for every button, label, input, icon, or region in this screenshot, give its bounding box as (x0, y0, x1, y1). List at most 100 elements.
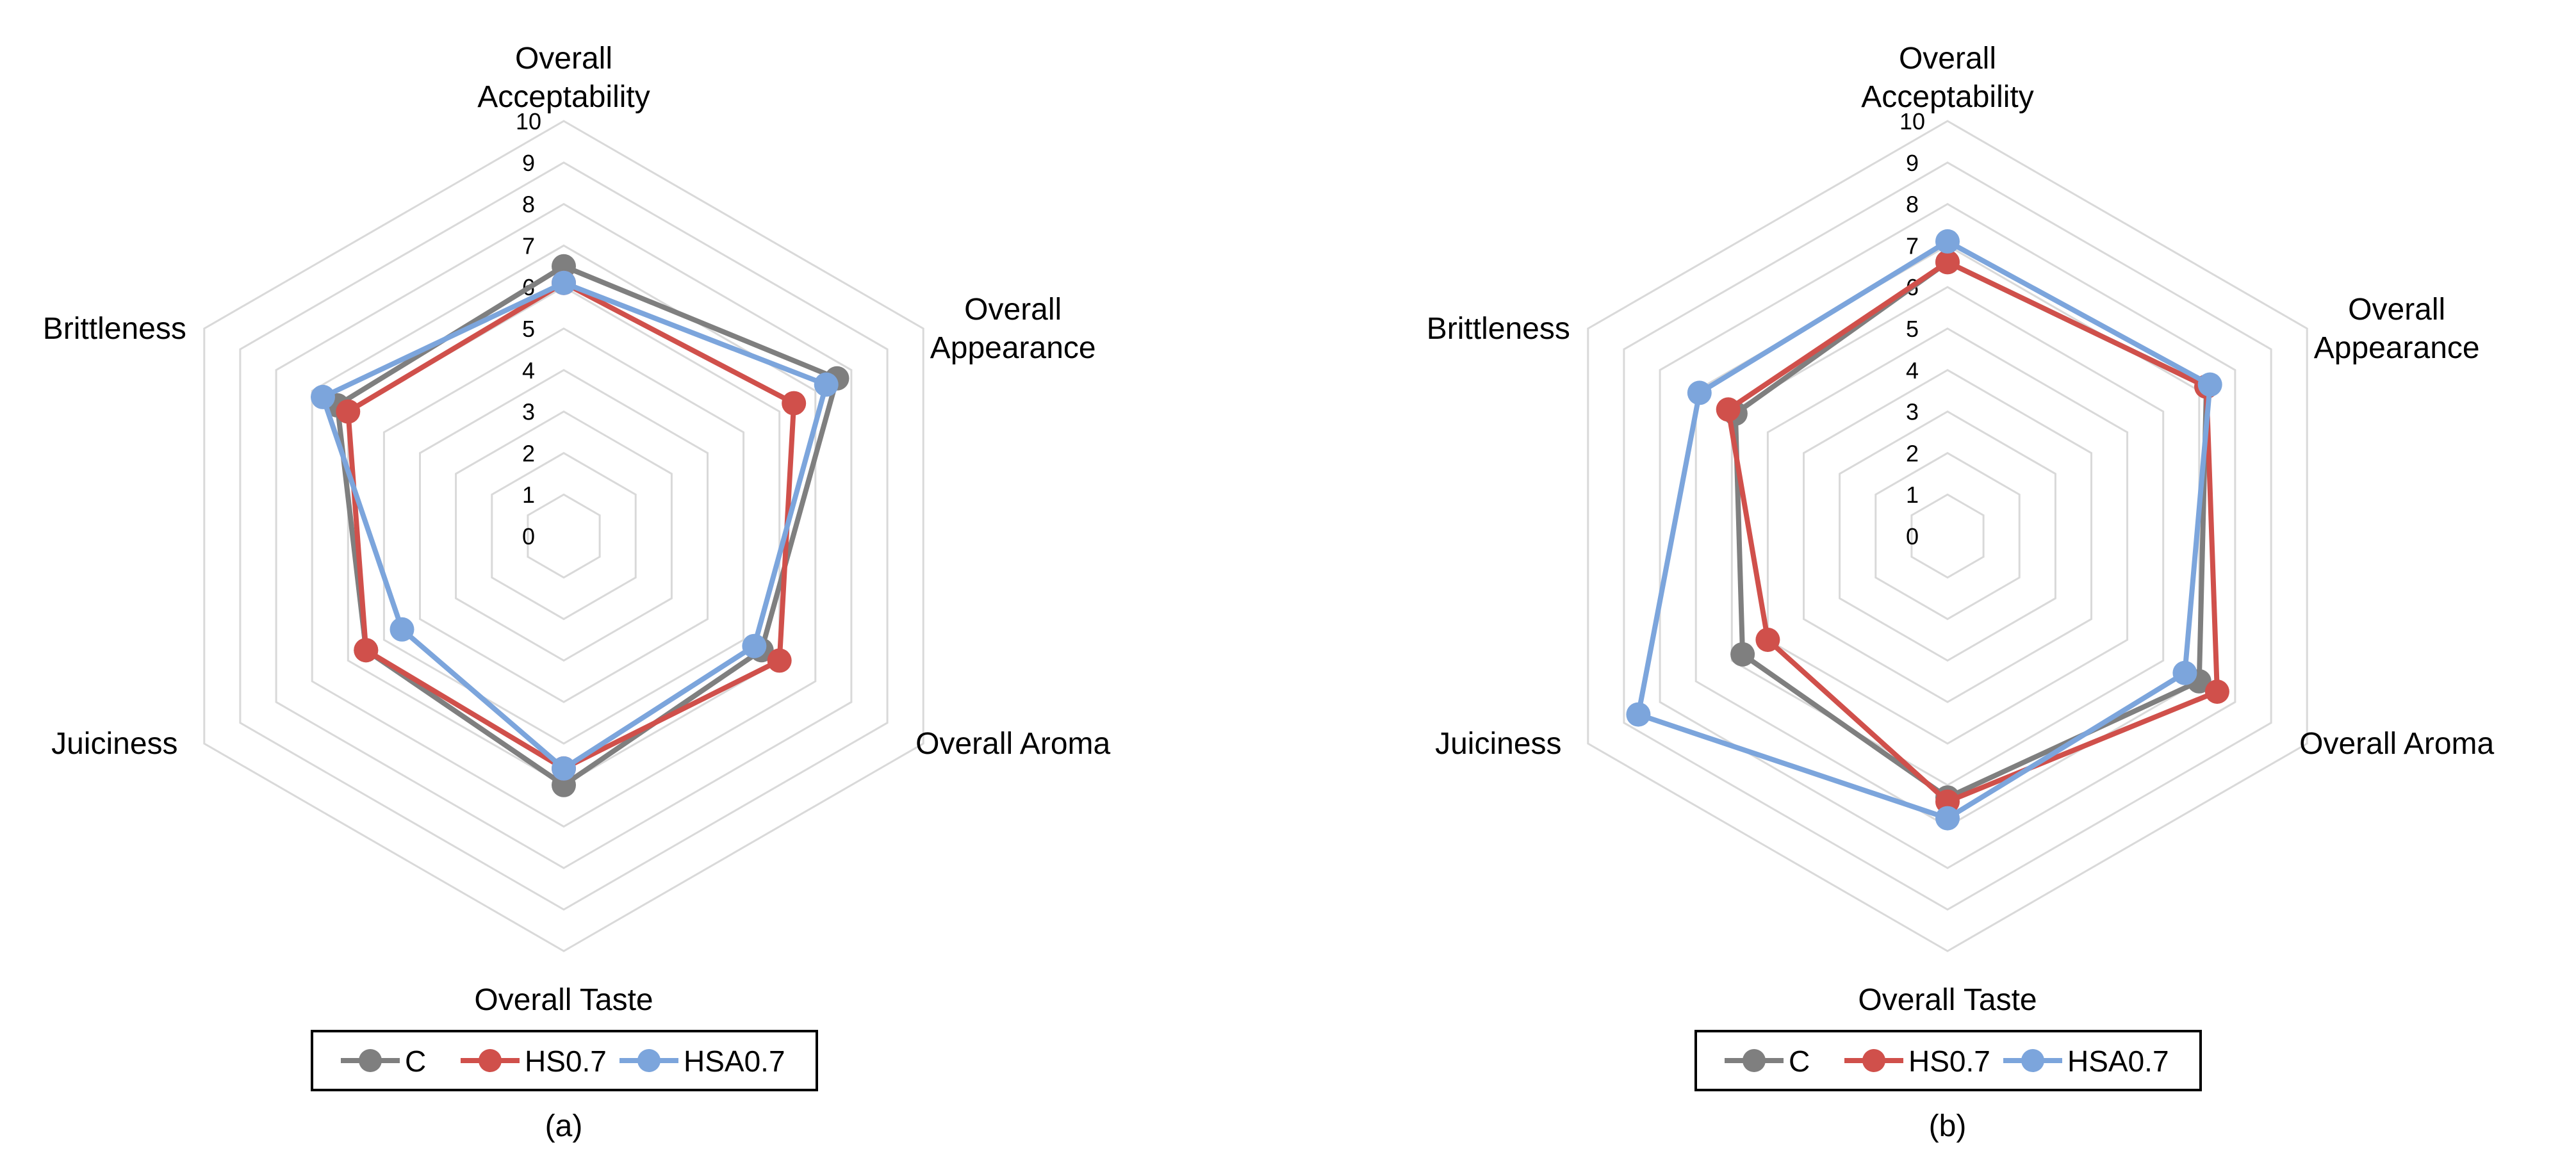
data-point (2172, 660, 2197, 685)
axis-label: Juiciness (51, 727, 177, 761)
gridline-2 (1875, 452, 2021, 621)
tick-label-7: 7 (1906, 232, 1919, 259)
legend: C HS0.7 HSA0.7 (311, 1030, 818, 1091)
gridline-10 (1587, 120, 2308, 952)
gridline-1 (1910, 493, 1985, 579)
legend-label: HSA0.7 (684, 1045, 785, 1078)
data-point (2204, 680, 2229, 704)
tick-label-9: 9 (1906, 150, 1919, 176)
data-point (2197, 372, 2222, 397)
axis-label: Acceptability (477, 80, 650, 114)
legend-item: C (1725, 1045, 1810, 1078)
tick-label-1: 1 (1906, 482, 1919, 508)
tick-label-3: 3 (522, 399, 535, 425)
gridline-2 (491, 452, 637, 621)
tick-label-9: 9 (522, 150, 535, 176)
panel-label: (a) (545, 1109, 583, 1143)
gridline-1 (527, 493, 601, 579)
radar-chart-a: 012345678910OverallAcceptabilityOverallA… (43, 42, 1111, 1143)
gridline-3 (455, 410, 673, 662)
legend-label: HS0.7 (525, 1045, 607, 1078)
tick-label-4: 4 (1906, 357, 1919, 384)
data-point (782, 391, 807, 416)
gridline-7 (311, 244, 817, 828)
data-point (552, 270, 576, 295)
tick-label-2: 2 (1906, 440, 1919, 466)
legend-marker (1743, 1049, 1766, 1072)
axis-label: Overall (2348, 293, 2445, 327)
axis-label: Appearance (930, 331, 1096, 365)
axis-labels: Overall Acceptability Overall Appearance Ove… (1427, 42, 2495, 1017)
axis-label: Overall Aroma (2299, 727, 2494, 761)
legend-marker (359, 1049, 382, 1072)
data-point (1730, 642, 1755, 667)
axis-label: Brittleness (43, 312, 186, 346)
data-point (1716, 397, 1741, 422)
gridline-9 (239, 161, 889, 911)
tick-label-3: 3 (1906, 399, 1919, 425)
axis-label: Overall (1899, 42, 1996, 76)
axis-label: Overall Aroma (915, 727, 1110, 761)
series-line (334, 263, 840, 788)
legend-marker (637, 1049, 660, 1072)
legend-marker (1862, 1049, 1885, 1072)
gridline-4 (419, 369, 709, 703)
axis-label: Acceptability (1861, 80, 2033, 114)
legend-label: C (1789, 1045, 1810, 1078)
axis-label: Appearance (2314, 331, 2480, 365)
tick-label-0: 0 (1906, 523, 1919, 550)
legend-item: HS0.7 (1844, 1045, 1990, 1078)
radar-grid (203, 120, 924, 952)
gridline-7 (1694, 244, 2201, 828)
tick-label-1: 1 (522, 482, 535, 508)
gridline-8 (1659, 202, 2236, 870)
tick-label-5: 5 (1906, 316, 1919, 342)
data-point (1755, 628, 1780, 652)
tick-label-7: 7 (522, 232, 535, 259)
legend-marker (479, 1049, 502, 1072)
data-point (767, 648, 792, 673)
legend-item: C (341, 1045, 426, 1078)
gridline-8 (275, 202, 853, 870)
tick-label-5: 5 (522, 316, 535, 342)
data-point (552, 756, 576, 781)
series-hsa0-7 (1626, 229, 2222, 831)
panel-label: (b) (1929, 1109, 1967, 1143)
data-point (814, 372, 839, 397)
axis-label: Overall (515, 42, 612, 76)
tick-label-8: 8 (1906, 191, 1919, 218)
axis-label: Overall Taste (1858, 983, 2037, 1017)
axis-label: Overall (964, 293, 1062, 327)
data-point (742, 633, 767, 658)
tick-label-8: 8 (522, 191, 535, 218)
legend: C HS0.7 HSA0.7 (1694, 1030, 2202, 1091)
legend-label: HSA0.7 (2067, 1045, 2169, 1078)
axis-label: Brittleness (1427, 312, 1570, 346)
legend-label: C (405, 1045, 426, 1078)
tick-label-2: 2 (522, 440, 535, 466)
series-hsa0-7 (311, 270, 839, 781)
axis-label: Overall Taste (474, 983, 653, 1017)
axis-labels: Overall Acceptability Overall Appearance Ove… (43, 42, 1111, 1017)
legend-item: HSA0.7 (619, 1045, 785, 1078)
gridline-5 (382, 327, 745, 745)
gridline-5 (1766, 327, 2129, 745)
axis-label: Juiciness (1435, 727, 1561, 761)
gridline-10 (203, 120, 924, 952)
tick-label-10: 10 (516, 108, 541, 134)
tick-label-10: 10 (1899, 108, 1925, 134)
gridline-9 (1623, 161, 2272, 911)
tick-label-0: 0 (522, 523, 535, 550)
data-point (354, 638, 379, 663)
legend-marker (2021, 1049, 2044, 1072)
tick-label-4: 4 (522, 357, 535, 384)
legend-label: HS0.7 (1908, 1045, 1990, 1078)
data-point (1935, 806, 1960, 831)
series-c (325, 254, 849, 797)
data-point (390, 617, 414, 642)
data-point (311, 384, 335, 409)
gridline-4 (1803, 369, 2092, 703)
